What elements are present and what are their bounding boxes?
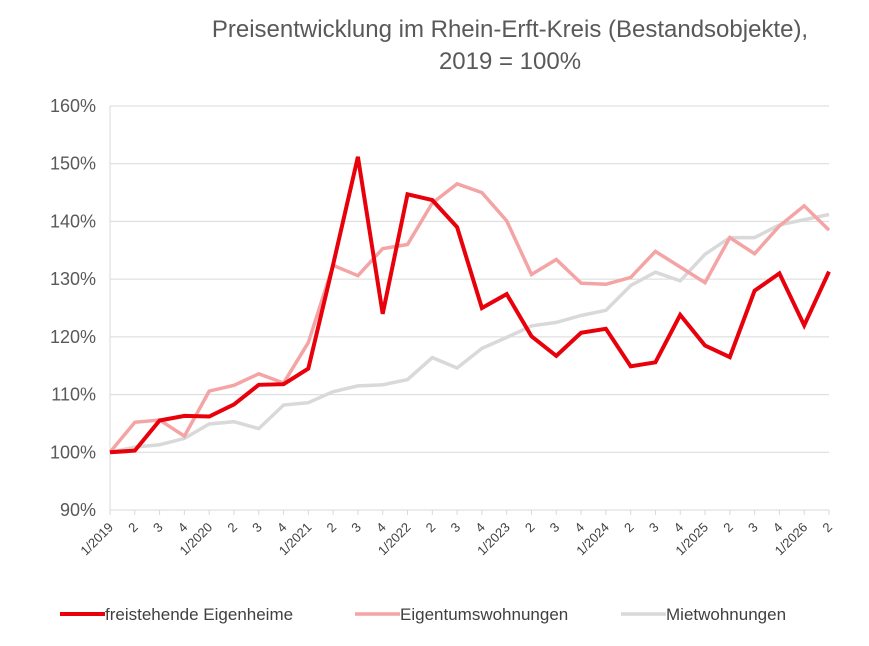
y-tick-label: 150% xyxy=(50,154,96,174)
x-tick-label: 3 xyxy=(448,520,464,536)
x-tick-label: 3 xyxy=(348,520,364,536)
x-tick-label: 4 xyxy=(571,520,587,536)
legend-label: Mietwohnungen xyxy=(666,605,786,624)
chart-subtitle: 2019 = 100% xyxy=(438,48,582,75)
x-tick-label: 3 xyxy=(249,520,265,536)
series-line-2 xyxy=(108,181,831,454)
series-line-3 xyxy=(109,212,830,455)
x-tick-label: 2 xyxy=(125,520,141,536)
y-tick-label: 100% xyxy=(50,442,96,462)
x-tick-label: 2 xyxy=(819,520,835,536)
x-tick-label: 4 xyxy=(671,520,687,536)
chart-title: Preisentwicklung im Rhein-Erft-Kreis (Be… xyxy=(150,14,869,78)
x-tick-label: 2 xyxy=(224,520,240,536)
y-tick-label: 120% xyxy=(50,327,96,347)
series-line-1 xyxy=(109,156,831,455)
y-tick-label: 110% xyxy=(51,385,96,405)
legend-label: freistehende Eigenheime xyxy=(105,605,293,624)
chart-title-line1: Preisentwicklung im Rhein-Erft-Kreis (Be… xyxy=(211,16,809,43)
x-tick-label: 4 xyxy=(274,520,290,536)
x-tick-label: 4 xyxy=(472,520,488,536)
y-tick-label: 140% xyxy=(50,211,96,231)
x-tick-label: 4 xyxy=(770,520,786,536)
y-tick-label: 90% xyxy=(60,500,96,520)
x-tick-label: 3 xyxy=(150,520,166,536)
x-tick-label: 3 xyxy=(646,520,662,536)
x-tick-label: 3 xyxy=(745,520,761,536)
x-tick-label: 4 xyxy=(373,520,389,536)
x-tick-label: 1/2019 xyxy=(77,520,116,559)
x-tick-label: 2 xyxy=(621,520,637,536)
x-tick-label: 4 xyxy=(175,520,191,536)
y-tick-label: 130% xyxy=(50,269,96,289)
legend-label: Eigentumswohnungen xyxy=(400,605,568,624)
y-tick-label: 160% xyxy=(50,96,96,116)
x-tick-label: 2 xyxy=(522,520,538,536)
x-tick-label: 2 xyxy=(324,520,340,536)
x-tick-label: 3 xyxy=(547,520,563,536)
x-tick-label: 2 xyxy=(720,520,736,536)
x-tick-label: 2 xyxy=(423,520,439,536)
